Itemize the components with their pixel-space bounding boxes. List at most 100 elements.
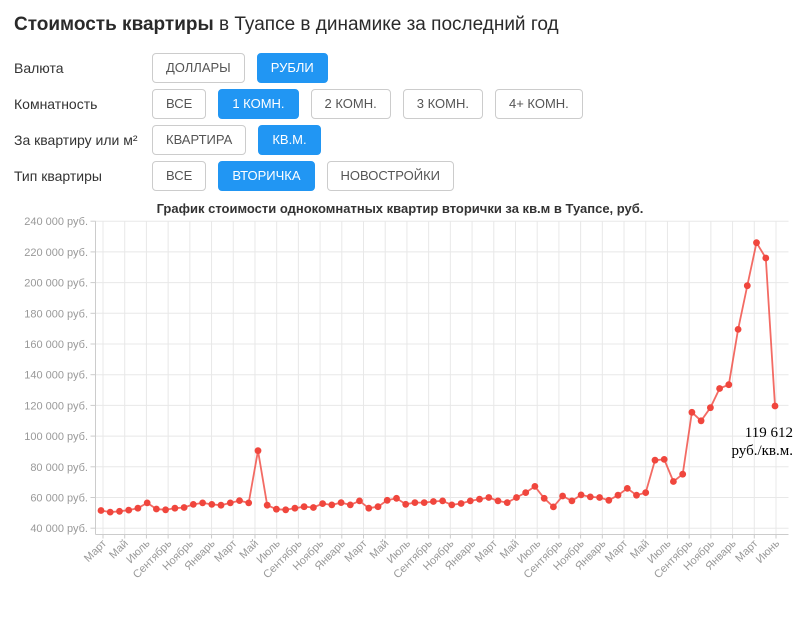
- data-point[interactable]: [540, 494, 548, 502]
- filter-option-rooms-4plus-room[interactable]: 4+ КОМН.: [494, 89, 583, 119]
- data-point[interactable]: [217, 501, 225, 509]
- data-point[interactable]: [171, 504, 179, 512]
- data-point[interactable]: [642, 489, 650, 496]
- data-point[interactable]: [457, 500, 465, 507]
- data-point[interactable]: [199, 499, 207, 507]
- data-point[interactable]: [605, 496, 613, 504]
- data-point[interactable]: [282, 506, 290, 514]
- data-point[interactable]: [300, 503, 308, 511]
- filter-option-currency-rubles[interactable]: РУБЛИ: [256, 53, 328, 83]
- data-point[interactable]: [383, 496, 391, 504]
- data-point[interactable]: [310, 504, 317, 511]
- y-tick-label: 180 000 руб.: [24, 308, 88, 320]
- data-point[interactable]: [743, 282, 751, 290]
- data-point[interactable]: [430, 498, 437, 505]
- data-point[interactable]: [550, 503, 557, 511]
- filter-options-flat-type: ВСЕ ВТОРИЧКА НОВОСТРОЙКИ: [152, 161, 466, 191]
- filter-option-rooms-all[interactable]: ВСЕ: [152, 89, 207, 119]
- data-point[interactable]: [586, 493, 594, 501]
- data-point[interactable]: [439, 497, 446, 505]
- x-tick-label: Март: [603, 538, 630, 565]
- data-point[interactable]: [245, 499, 253, 507]
- data-point[interactable]: [291, 504, 299, 512]
- data-point[interactable]: [734, 326, 742, 333]
- data-point[interactable]: [393, 494, 400, 502]
- data-point[interactable]: [716, 385, 723, 392]
- data-point[interactable]: [162, 506, 170, 514]
- data-point[interactable]: [411, 499, 419, 506]
- data-point[interactable]: [263, 501, 271, 509]
- data-point[interactable]: [143, 499, 151, 507]
- data-point[interactable]: [273, 505, 280, 513]
- data-point[interactable]: [577, 491, 585, 499]
- filter-option-per-unit-per-flat[interactable]: КВАРТИРА: [152, 125, 247, 155]
- data-point[interactable]: [356, 497, 363, 505]
- filter-option-currency-dollars[interactable]: ДОЛЛАРЫ: [152, 53, 245, 83]
- data-point[interactable]: [346, 501, 354, 509]
- data-point[interactable]: [762, 254, 770, 262]
- filter-row-rooms: Комнатность ВСЕ 1 КОМН. 2 КОМН. 3 КОМН. 4+ КО…: [14, 89, 800, 119]
- filter-option-flat-type-secondary[interactable]: ВТОРИЧКА: [218, 161, 315, 191]
- data-point[interactable]: [707, 404, 714, 412]
- chart-title: График стоимости однокомнатных квартир в…: [156, 201, 644, 216]
- data-point[interactable]: [402, 500, 410, 508]
- data-point[interactable]: [771, 402, 779, 410]
- data-point[interactable]: [420, 499, 428, 506]
- data-point[interactable]: [633, 491, 640, 499]
- data-point[interactable]: [125, 506, 133, 514]
- data-point[interactable]: [596, 494, 603, 501]
- filter-option-flat-type-new-builds[interactable]: НОВОСТРОЙКИ: [326, 161, 455, 191]
- y-tick-label: 200 000 руб.: [24, 278, 88, 290]
- data-point[interactable]: [365, 504, 373, 512]
- data-point[interactable]: [134, 504, 142, 512]
- data-point[interactable]: [559, 492, 566, 500]
- data-point[interactable]: [254, 447, 262, 455]
- data-point[interactable]: [753, 239, 760, 247]
- data-point[interactable]: [494, 497, 502, 505]
- data-point[interactable]: [568, 497, 576, 505]
- data-point[interactable]: [485, 494, 493, 501]
- data-point[interactable]: [697, 417, 705, 425]
- data-point[interactable]: [466, 497, 474, 505]
- data-point[interactable]: [679, 470, 687, 478]
- filter-option-rooms-2-room[interactable]: 2 КОМН.: [310, 89, 391, 119]
- data-point[interactable]: [688, 408, 696, 416]
- filter-options-currency: ДОЛЛАРЫ РУБЛИ: [152, 53, 340, 83]
- data-point[interactable]: [208, 501, 216, 508]
- data-point[interactable]: [116, 507, 123, 515]
- data-point[interactable]: [513, 494, 520, 501]
- data-point[interactable]: [328, 501, 336, 509]
- data-point[interactable]: [725, 381, 733, 389]
- data-point[interactable]: [531, 483, 539, 490]
- data-point[interactable]: [374, 503, 382, 511]
- filter-option-flat-type-all[interactable]: ВСЕ: [152, 161, 207, 191]
- data-point[interactable]: [614, 491, 622, 499]
- filter-label-rooms: Комнатность: [14, 96, 98, 112]
- data-point[interactable]: [337, 499, 345, 506]
- page-title-bold: Стоимость квартиры: [14, 14, 214, 35]
- data-point[interactable]: [153, 505, 160, 513]
- y-tick-label: 140 000 руб.: [24, 370, 88, 382]
- data-point[interactable]: [660, 456, 668, 463]
- filter-label-flat-type: Тип квартиры: [14, 168, 102, 184]
- data-point[interactable]: [670, 478, 677, 485]
- data-point[interactable]: [503, 499, 511, 506]
- filter-option-rooms-3-room[interactable]: 3 КОМН.: [402, 89, 483, 119]
- data-point[interactable]: [319, 500, 326, 507]
- filter-option-per-unit-per-sqm[interactable]: КВ.М.: [258, 125, 321, 155]
- data-point[interactable]: [226, 499, 234, 507]
- data-point[interactable]: [180, 504, 188, 511]
- data-point[interactable]: [476, 495, 483, 503]
- price-line: [100, 241, 776, 513]
- data-point[interactable]: [236, 497, 243, 504]
- data-point[interactable]: [623, 485, 631, 492]
- page-title-rest: в Туапсе в динамике за последний год: [213, 14, 559, 35]
- y-tick-label: 120 000 руб.: [24, 400, 88, 412]
- data-point[interactable]: [448, 501, 456, 509]
- filter-option-rooms-1-room[interactable]: 1 КОМН.: [218, 89, 299, 119]
- data-point[interactable]: [97, 507, 105, 514]
- data-point[interactable]: [189, 501, 197, 508]
- data-point[interactable]: [651, 456, 659, 464]
- data-point[interactable]: [106, 508, 114, 516]
- data-point[interactable]: [522, 489, 530, 496]
